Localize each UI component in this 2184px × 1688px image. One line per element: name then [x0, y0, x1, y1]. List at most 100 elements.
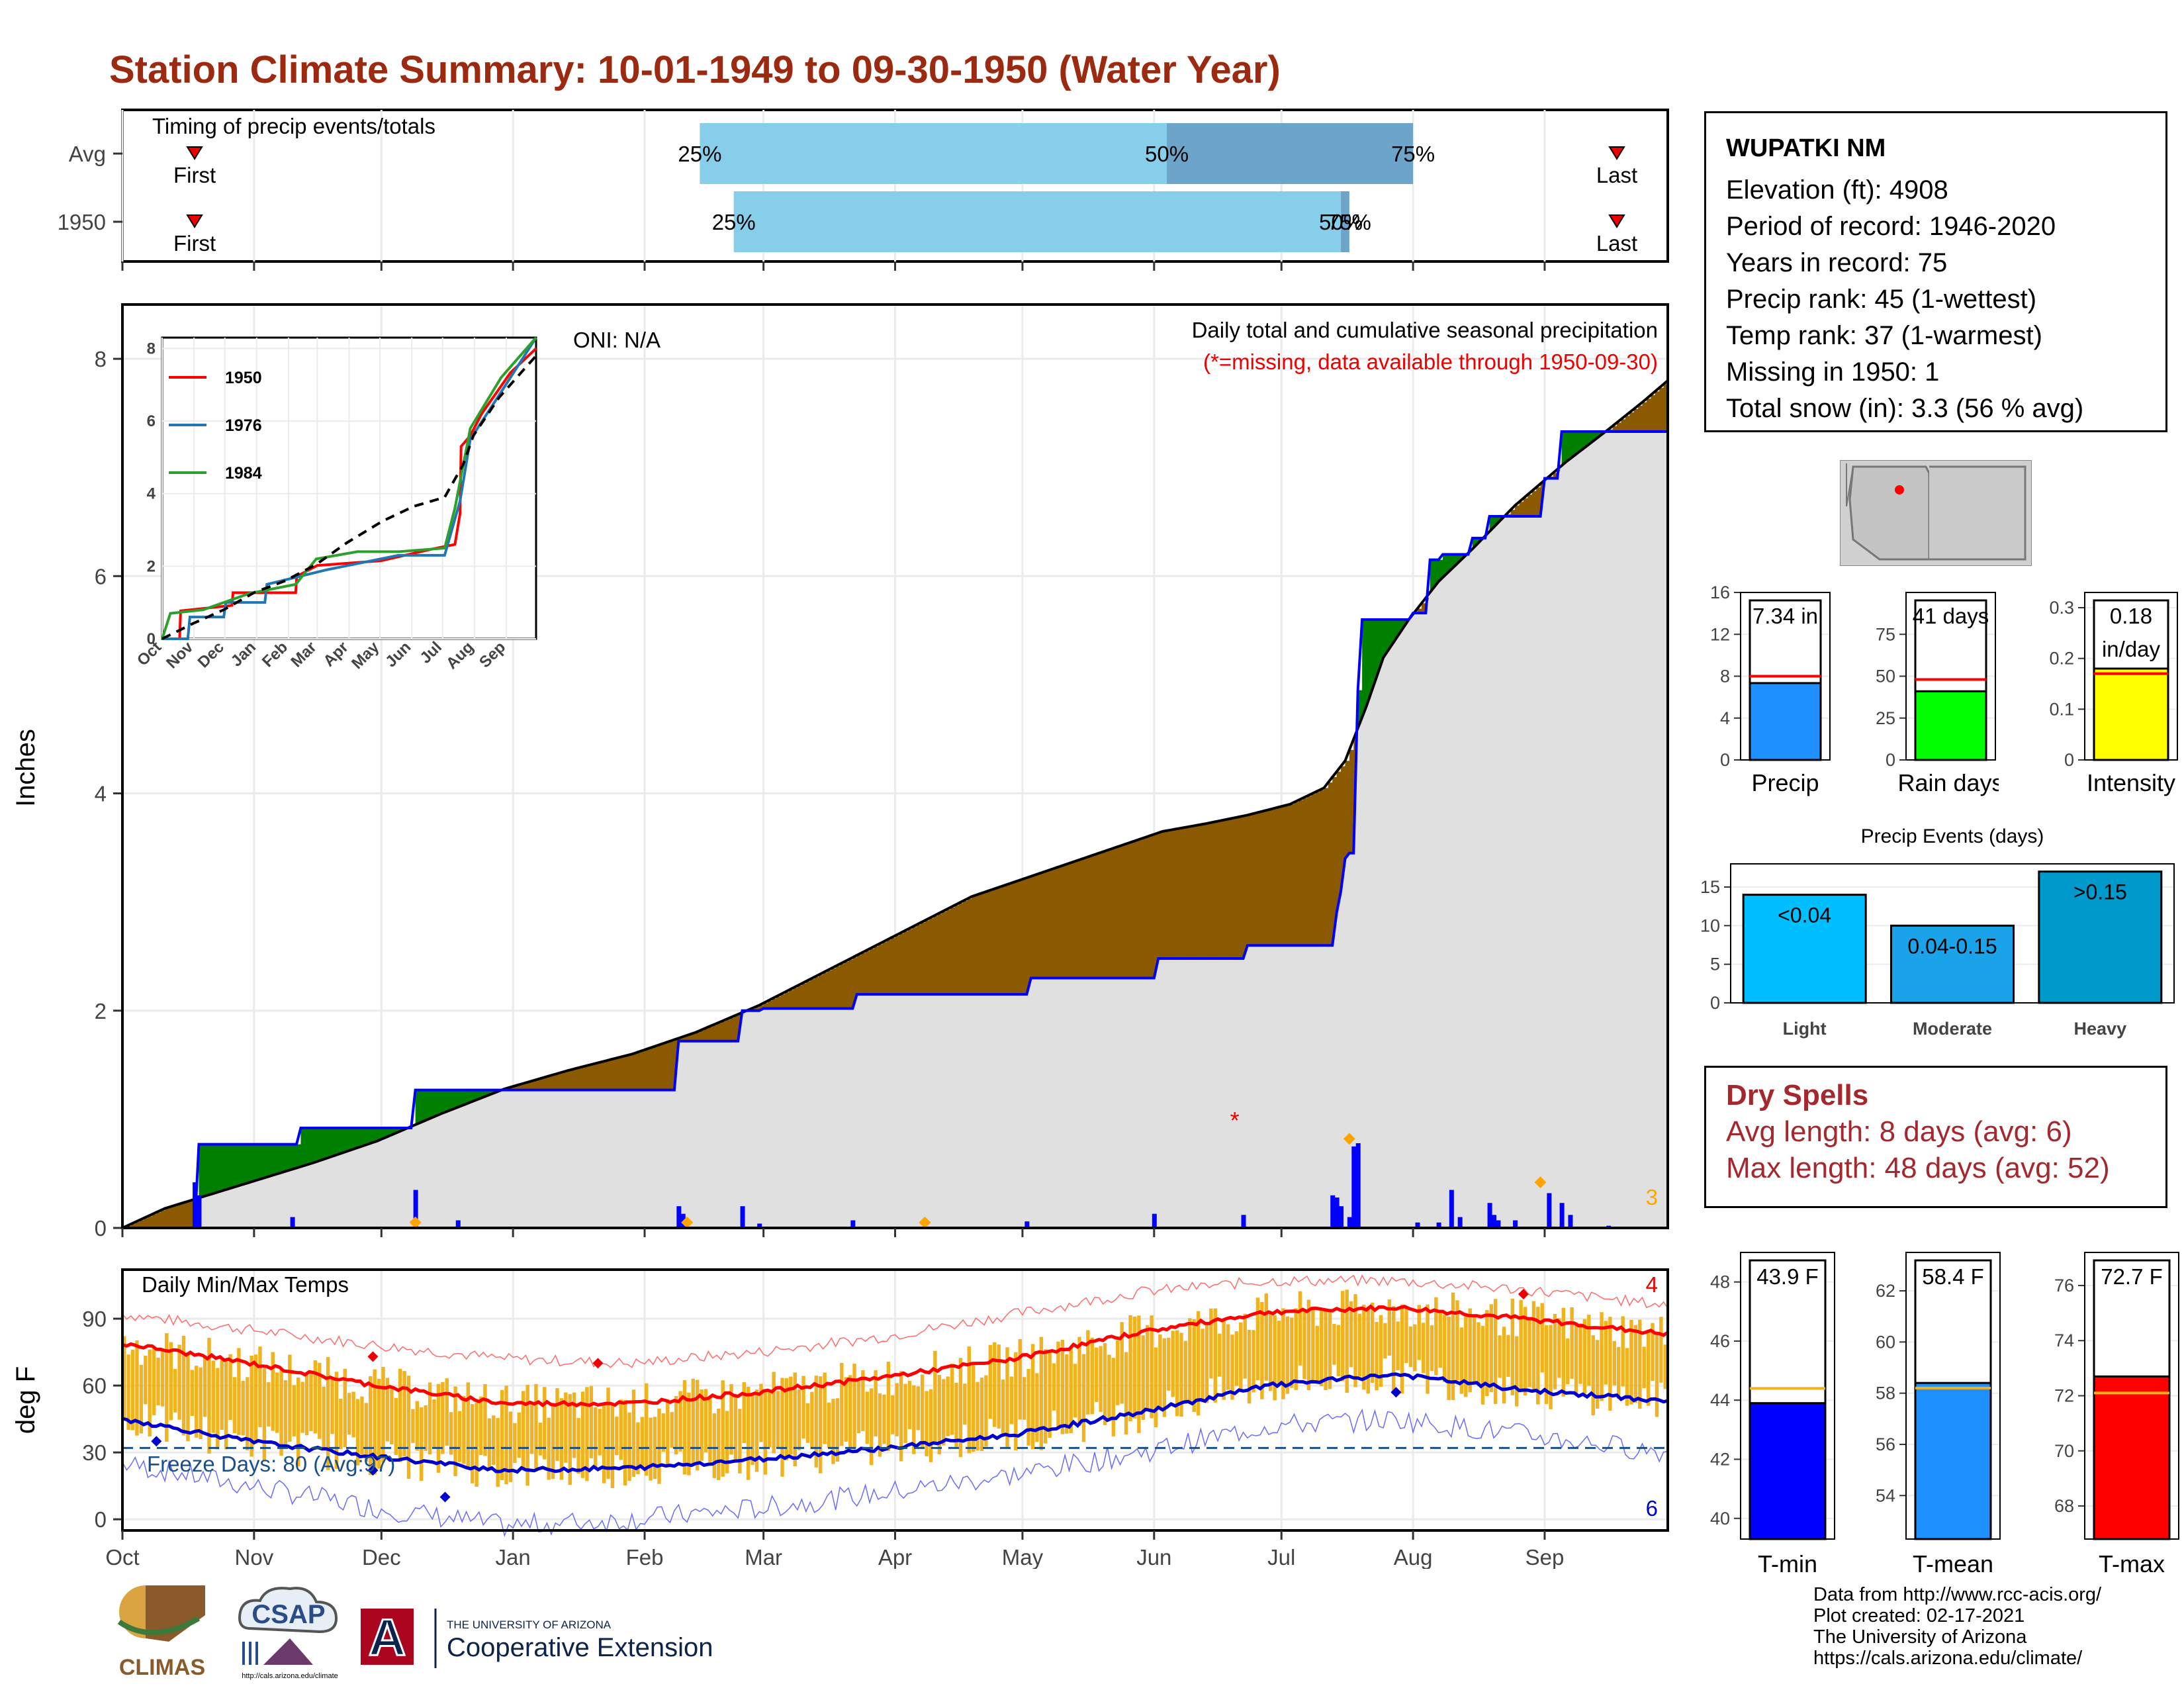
precip-event-marker — [919, 1216, 931, 1229]
precip-deficit-fill — [789, 990, 794, 1009]
temp-daily-bar — [882, 1394, 886, 1444]
precip-deficit-fill — [1306, 796, 1312, 946]
precip-subtitle: (*=missing, data available through 1950-… — [1203, 350, 1658, 374]
precip-surplus-fill — [487, 1090, 492, 1096]
dry-spells-avg: Avg length: 8 days (avg: 6) — [1726, 1115, 2072, 1148]
temp-daily-bar — [1039, 1336, 1044, 1450]
precip-deficit-fill — [993, 889, 998, 995]
precip-deficit-fill — [1336, 771, 1342, 914]
temp-daily-bar — [1608, 1317, 1612, 1411]
timing-p25-label: 25% — [678, 142, 721, 166]
station-info-panel: WUPATKI NM Elevation (ft): 4908 Period o… — [1704, 111, 2167, 432]
stat_tmax-y-tick-label: 76 — [2054, 1276, 2074, 1295]
temp-daily-bar — [746, 1386, 751, 1480]
precip-deficit-fill — [878, 944, 883, 995]
precip-deficit-fill — [585, 1066, 590, 1090]
stat_precip-x-label: Precip — [1751, 769, 1819, 796]
precip-deficit-fill — [576, 1068, 582, 1090]
precip-deficit-fill — [1527, 494, 1533, 517]
precip-surplus-fill — [1430, 559, 1435, 592]
precip-surplus-fill — [207, 1144, 212, 1196]
stat_intensity-value-unit: in/day — [2102, 637, 2161, 661]
temp-daily-bar — [861, 1370, 865, 1431]
stat_tmin-y-tick-label: 40 — [1710, 1509, 1730, 1528]
precip-surplus-fill — [369, 1128, 374, 1145]
precip-deficit-fill — [1612, 426, 1617, 432]
precip-deficit-fill — [551, 1075, 556, 1090]
temp-daily-bar — [428, 1382, 432, 1455]
temp-daily-bar — [1612, 1340, 1617, 1385]
timing-bar-50-75 — [1167, 123, 1414, 184]
precip-surplus-fill — [1489, 516, 1494, 532]
precip-surplus-fill — [1370, 619, 1375, 694]
stat_tmin-y-tick-label: 42 — [1710, 1449, 1730, 1469]
temp-daily-bar — [1617, 1346, 1621, 1399]
temp-daily-bar — [271, 1352, 275, 1431]
temp-daily-bar — [466, 1382, 471, 1468]
precip-deficit-fill — [1077, 860, 1083, 978]
precip-surplus-fill — [381, 1128, 387, 1139]
stat_intensity-value-label: 0.18 — [2110, 604, 2152, 628]
precip-deficit-fill — [610, 1059, 615, 1090]
temp-daily-bar — [496, 1418, 500, 1487]
temp-daily-bar — [1459, 1327, 1464, 1394]
temp-daily-bar — [1408, 1326, 1413, 1368]
precip-deficit-fill — [1056, 867, 1062, 978]
temp-daily-bar — [385, 1378, 390, 1442]
temp-daily-bar — [1298, 1291, 1302, 1366]
temp-x-tick-label: Mar — [745, 1545, 782, 1569]
temp-daily-bar — [784, 1378, 789, 1461]
precip-deficit-fill — [1421, 603, 1426, 614]
temp-daily-bar — [122, 1336, 126, 1417]
precip-surplus-fill — [253, 1144, 259, 1182]
precip-y-tick-label: 0 — [95, 1216, 107, 1241]
precip-surplus-fill — [475, 1090, 480, 1101]
precip-deficit-fill — [1553, 473, 1558, 479]
temp-daily-bar — [1260, 1301, 1264, 1399]
temp-daily-bar — [640, 1417, 645, 1467]
precip-deficit-fill — [763, 1003, 768, 1009]
temp-daily-bar — [1370, 1302, 1375, 1383]
temp-daily-bar — [457, 1411, 462, 1462]
precip-surplus-fill — [262, 1144, 267, 1179]
precip-deficit-fill — [729, 1017, 735, 1041]
precip-deficit-fill — [899, 933, 904, 995]
precip-events-y-tick-label: 10 — [1700, 915, 1720, 935]
temp-daily-bar — [988, 1344, 993, 1419]
temp-daily-bar — [759, 1383, 763, 1442]
precip-deficit-fill — [967, 898, 972, 995]
precip-deficit-fill — [1158, 833, 1163, 959]
credits: Data from http://www.rcc-acis.org/ Plot … — [1813, 1584, 2101, 1669]
temp-daily-bar — [1230, 1335, 1234, 1400]
dry-spells-panel: Dry Spells Avg length: 8 days (avg: 6) M… — [1704, 1066, 2167, 1208]
temp-daily-bar — [288, 1354, 292, 1442]
temp-daily-bar — [279, 1370, 283, 1456]
credit-line: Plot created: 02-17-2021 — [1813, 1605, 2025, 1626]
temp-daily-bar — [551, 1403, 555, 1479]
temp-daily-bar — [500, 1389, 504, 1480]
precip-daily-bar — [1339, 1206, 1344, 1228]
precip-deficit-fill — [1048, 870, 1053, 978]
precip-y-tick-label: 6 — [95, 564, 107, 588]
temp-daily-bar — [1030, 1344, 1035, 1450]
timing-bar-25-50 — [733, 191, 1342, 252]
temp-daily-bar — [831, 1399, 835, 1464]
temp-daily-bar — [1141, 1335, 1145, 1420]
precip-deficit-fill — [1086, 857, 1091, 978]
precip-deficit-fill — [733, 1015, 739, 1041]
temp-daily-bar — [682, 1380, 687, 1475]
precip-deficit-fill — [1124, 844, 1129, 978]
temp-daily-bar — [1638, 1319, 1642, 1409]
temp-daily-bar — [623, 1399, 627, 1486]
precip-y-tick-label: 2 — [95, 999, 107, 1023]
precip-deficit-fill — [827, 970, 832, 1009]
temp-daily-bar — [840, 1362, 844, 1446]
stat_tmin-y-tick-label: 48 — [1710, 1272, 1730, 1292]
temp-daily-bar — [772, 1372, 776, 1454]
precip-deficit-fill — [1001, 886, 1006, 995]
temp-daily-bar — [1426, 1304, 1430, 1394]
temp-daily-bar — [1629, 1319, 1633, 1405]
precip-deficit-fill — [856, 955, 862, 995]
precip-deficit-fill — [160, 1210, 165, 1228]
temp-daily-bar — [678, 1391, 682, 1452]
